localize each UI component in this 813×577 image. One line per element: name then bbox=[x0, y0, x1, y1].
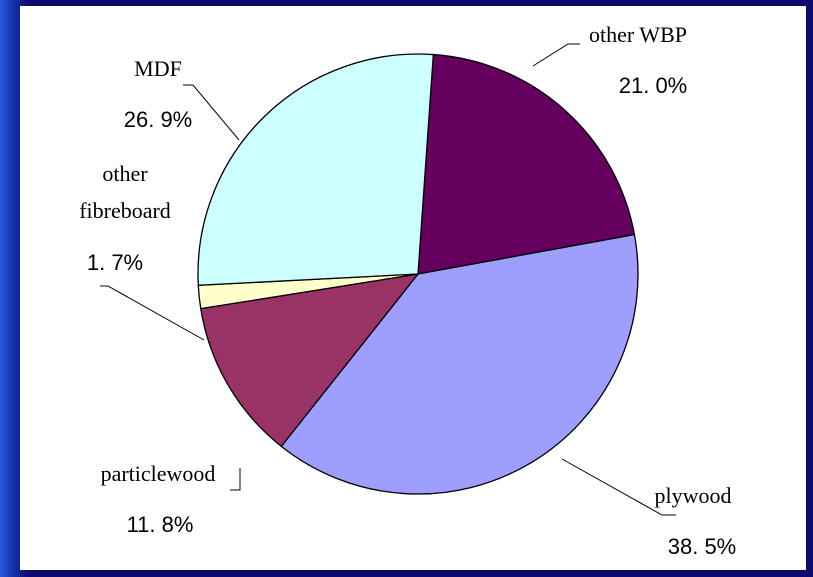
slice-name-label: particlewood bbox=[101, 461, 216, 486]
leader-line bbox=[532, 43, 580, 67]
slice-labels: other WBP 21. 0% plywood 38. 5% particlewood… bbox=[79, 22, 736, 559]
pie-slice-mdf bbox=[197, 53, 435, 286]
slice-name-label: other bbox=[102, 161, 148, 186]
leader-line bbox=[230, 468, 241, 491]
leader-line bbox=[183, 84, 240, 141]
slice-name-label: MDF bbox=[134, 56, 182, 81]
leader-line bbox=[100, 285, 205, 341]
slice-name-label: fibreboard bbox=[79, 198, 171, 223]
pie-slice-other-wbp bbox=[417, 53, 636, 275]
slice-value-label: 21. 0% bbox=[619, 73, 688, 98]
slice-name-label: plywood bbox=[655, 483, 732, 508]
slice-value-label: 11. 8% bbox=[127, 512, 194, 537]
slice-value-label: 26. 9% bbox=[124, 107, 193, 132]
leader-lines bbox=[100, 43, 676, 516]
leader-line bbox=[561, 458, 676, 516]
pie-slice-particlewood bbox=[200, 273, 420, 448]
slice-value-label: 1. 7% bbox=[87, 250, 143, 275]
pie-slices bbox=[197, 53, 639, 495]
slice-value-label: 38. 5% bbox=[668, 534, 737, 559]
pie-slice-plywood bbox=[280, 233, 639, 495]
slice-name-label: other WBP bbox=[589, 22, 687, 47]
